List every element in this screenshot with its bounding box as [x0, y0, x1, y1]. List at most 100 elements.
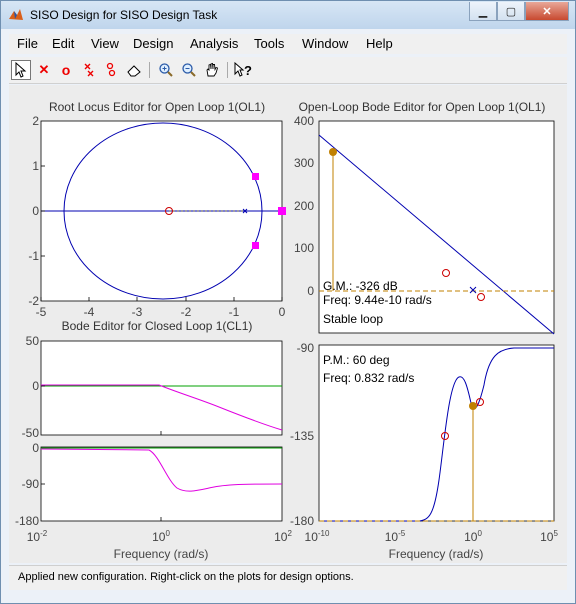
select-tool-button[interactable] [11, 60, 31, 80]
zero-pair-icon [106, 62, 116, 77]
ol-mag-y-tick: 100 [294, 241, 314, 255]
pole-pair-icon [84, 63, 94, 77]
root-locus-closed-pole-origin[interactable] [278, 207, 286, 215]
cl-bode-mag-axes[interactable] [40, 340, 283, 436]
ol-phase-y-tick: -135 [290, 429, 314, 443]
cl-mag-y-tick: -50 [22, 426, 40, 440]
ol-mag-zero-marker[interactable] [442, 269, 450, 277]
rl-x-tick: -5 [36, 305, 47, 319]
ol-x-tick: 10-10 [305, 529, 330, 544]
menu-window[interactable]: Window [302, 36, 349, 51]
pan-button[interactable] [202, 60, 222, 80]
gm-marker[interactable] [329, 148, 337, 156]
cl-phase-magenta-curve [40, 448, 283, 492]
rl-y-tick: -1 [28, 249, 39, 263]
zero-o-icon: o [61, 62, 71, 78]
rl-y-tick: 2 [32, 114, 39, 128]
ol-x-tick: 10-5 [385, 529, 406, 544]
cl-phase-y-tick: -90 [22, 477, 40, 491]
whats-this-button[interactable]: ? [233, 60, 253, 80]
cl-mag-y-tick: 0 [32, 379, 39, 393]
rl-y-tick: 1 [32, 159, 39, 173]
maximize-button[interactable]: ▢ [497, 2, 525, 21]
cl-x-tick: 100 [152, 529, 170, 544]
plots-canvas: Root Locus Editor for Open Loop 1(OL1) -… [15, 100, 558, 561]
root-locus-closed-pole-upper[interactable] [252, 173, 259, 180]
pm-marker[interactable] [469, 402, 477, 410]
delete-x-icon: ✕ [38, 62, 50, 77]
ol-mag-curve [318, 134, 555, 335]
eraser-button[interactable] [124, 60, 144, 80]
gain-margin-freq-text: Freq: 9.44e-10 rad/s [323, 293, 432, 307]
ol-phase-zero-marker[interactable] [476, 398, 484, 406]
rl-x-tick: -4 [84, 305, 95, 319]
ol-phase-zero-marker[interactable] [441, 432, 449, 440]
tool-bar: ✕ o ? [9, 57, 567, 84]
arrow-cursor-icon [15, 62, 27, 78]
minimize-button[interactable]: ▁ [469, 2, 497, 21]
ol-bode-phase-axes[interactable] [318, 344, 555, 522]
plot-area: Root Locus Editor for Open Loop 1(OL1) -… [9, 85, 567, 563]
ol-mag-y-tick: 0 [307, 284, 314, 298]
cl-mag-y-tick: 50 [26, 334, 40, 348]
cl-x-tick: 10-2 [27, 529, 48, 544]
rl-y-tick: 0 [32, 204, 39, 218]
menu-help[interactable]: Help [366, 36, 393, 51]
ol-bode-mag-axes[interactable] [318, 120, 555, 334]
zoom-out-icon [182, 63, 196, 77]
rl-x-tick: 0 [279, 305, 286, 319]
root-locus-zero-marker[interactable] [165, 207, 173, 215]
menu-bar: File Edit View Design Analysis Tools Win… [9, 34, 567, 54]
cl-phase-y-tick: -180 [15, 514, 39, 528]
menu-view[interactable]: View [91, 36, 119, 51]
ol-mag-pole-x-marker [469, 286, 477, 294]
status-text: Applied new configuration. Right-click o… [18, 571, 354, 583]
cl-x-label: Frequency (rad/s) [114, 547, 209, 561]
zoom-in-button[interactable] [156, 60, 176, 80]
title-bar[interactable]: SISO Design for SISO Design Task ▁ ▢ ✕ [1, 1, 575, 29]
ol-phase-curve [319, 347, 554, 522]
delete-button[interactable]: ✕ [34, 60, 54, 80]
rl-x-tick: -3 [132, 305, 143, 319]
menu-edit[interactable]: Edit [52, 36, 75, 51]
menu-analysis[interactable]: Analysis [190, 36, 239, 51]
whats-this-icon: ? [234, 62, 252, 78]
eraser-icon [127, 65, 141, 77]
root-locus-closed-pole-lower[interactable] [252, 242, 259, 249]
rl-x-tick: -2 [181, 305, 192, 319]
root-locus-title: Root Locus Editor for Open Loop 1(OL1) [49, 100, 265, 114]
window-title: SISO Design for SISO Design Task [30, 8, 218, 22]
zoom-in-icon [159, 63, 173, 77]
ol-mag-y-tick: 300 [294, 156, 314, 170]
ol-mag-zero-marker[interactable] [477, 293, 485, 301]
ol-bode-title: Open-Loop Bode Editor for Open Loop 1(OL… [299, 100, 546, 114]
ol-phase-y-tick: -180 [290, 514, 314, 528]
phase-margin-freq-text: Freq: 0.832 rad/s [323, 371, 414, 385]
add-complex-zero-button[interactable] [101, 60, 121, 80]
cl-bode-title: Bode Editor for Closed Loop 1(CL1) [62, 319, 253, 333]
cl-mag-magenta-curve [41, 384, 283, 431]
status-bar: Applied new configuration. Right-click o… [9, 565, 567, 590]
root-locus-pole-x-marker [242, 208, 248, 214]
rl-x-tick: -1 [229, 305, 240, 319]
zoom-out-button[interactable] [179, 60, 199, 80]
add-zero-button[interactable]: o [56, 60, 76, 80]
menu-file[interactable]: File [17, 36, 38, 51]
menu-tools[interactable]: Tools [254, 36, 285, 51]
ol-mag-y-tick: 200 [294, 199, 314, 213]
matlab-icon [9, 9, 23, 20]
menu-design[interactable]: Design [133, 36, 174, 51]
close-button[interactable]: ✕ [525, 2, 569, 21]
cl-x-tick: 102 [274, 529, 292, 544]
ol-mag-y-tick: 400 [294, 114, 314, 128]
ol-x-tick: 100 [464, 529, 482, 544]
root-locus-circle-branch [63, 122, 263, 300]
cl-bode-phase-axes[interactable] [40, 446, 283, 522]
stability-text: Stable loop [323, 312, 383, 326]
maximize-icon: ▢ [505, 5, 517, 18]
add-pole-button[interactable] [79, 60, 99, 80]
svg-text:?: ? [244, 63, 252, 78]
pan-hand-icon [206, 62, 219, 77]
cl-phase-y-tick: 0 [32, 441, 39, 455]
